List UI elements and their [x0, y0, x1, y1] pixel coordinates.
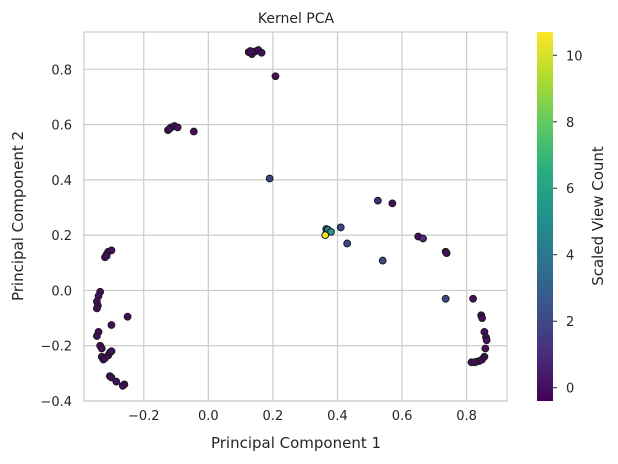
- data-point: [265, 174, 274, 183]
- grid-lines: [84, 32, 507, 402]
- data-point: [107, 246, 116, 255]
- colorbar-tick-label: 8: [566, 116, 574, 131]
- data-point: [388, 199, 397, 208]
- data-point: [107, 347, 116, 356]
- data-point: [107, 373, 116, 382]
- data-point: [336, 223, 345, 232]
- colorbar-label: Scaled View Count: [589, 146, 607, 286]
- x-tick-label: 0.4: [327, 409, 348, 424]
- x-axis-label: Principal Component 1: [211, 434, 381, 452]
- x-tick-label: 0.0: [198, 409, 219, 424]
- data-point: [97, 344, 106, 353]
- x-tick-labels: −0.2 0.0 0.2 0.4 0.6 0.8: [128, 409, 477, 424]
- colorbar-tick-labels: 0 2 4 6 8 10: [553, 49, 583, 397]
- plot-frame: [83, 31, 508, 402]
- data-point: [378, 256, 387, 265]
- y-tick-label: 0.6: [51, 119, 72, 134]
- data-point: [257, 48, 266, 57]
- data-point: [107, 321, 116, 329]
- data-point: [373, 196, 382, 205]
- colorbar-tick-label: 2: [566, 315, 574, 330]
- data-point: [123, 312, 132, 321]
- colorbar-tick-label: 10: [566, 49, 583, 64]
- colorbar: [537, 32, 553, 401]
- colorbar-tick-label: 4: [566, 249, 574, 264]
- data-point: [118, 381, 127, 390]
- x-tick-label: 0.8: [456, 409, 477, 424]
- y-tick-label: 0.0: [51, 284, 72, 299]
- data-point: [321, 231, 330, 240]
- data-point: [478, 314, 487, 322]
- data-point: [419, 234, 427, 243]
- colorbar-tick-label: 0: [566, 382, 574, 397]
- data-point: [470, 358, 479, 367]
- data-point: [246, 47, 255, 55]
- colorbar-tick-label: 6: [566, 182, 574, 197]
- data-point: [271, 72, 280, 81]
- chart-title: Kernel PCA: [258, 11, 335, 27]
- data-point: [93, 304, 101, 313]
- y-tick-label: −0.2: [40, 340, 72, 355]
- y-tick-label: 0.2: [51, 229, 72, 244]
- data-point: [165, 124, 174, 133]
- data-point: [442, 249, 451, 258]
- x-tick-label: 0.2: [263, 409, 284, 424]
- y-tick-label: −0.4: [40, 395, 72, 410]
- data-point: [343, 239, 352, 248]
- y-tick-label: 0.8: [51, 63, 72, 78]
- y-tick-label: 0.4: [51, 174, 72, 189]
- data-point: [441, 294, 450, 303]
- data-point: [481, 344, 490, 353]
- scatter-points: [93, 46, 491, 390]
- y-axis-label: Principal Component 2: [9, 131, 27, 301]
- data-point: [327, 227, 335, 236]
- data-point: [112, 377, 121, 386]
- y-tick-labels: −0.4 −0.2 0.0 0.2 0.4 0.6 0.8: [40, 63, 72, 410]
- data-point: [189, 127, 198, 136]
- x-tick-label: 0.6: [392, 409, 413, 424]
- data-point: [93, 332, 101, 340]
- x-tick-label: −0.2: [128, 409, 160, 424]
- data-point: [102, 251, 111, 260]
- data-point: [173, 123, 182, 132]
- data-point: [469, 294, 477, 303]
- data-point: [482, 336, 491, 345]
